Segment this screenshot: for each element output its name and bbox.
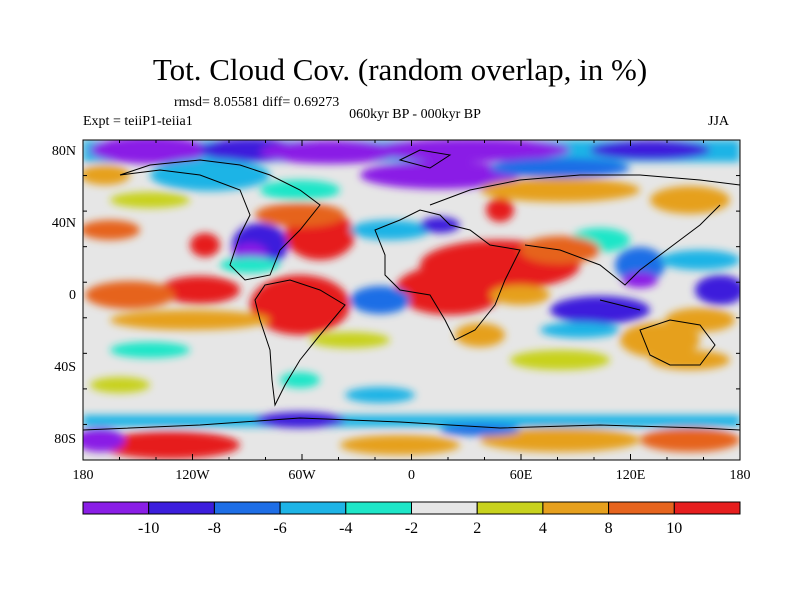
colorbar-label: 2 bbox=[473, 520, 482, 537]
x-tick-label: 60E bbox=[509, 468, 533, 483]
x-tick-label: 60W bbox=[288, 468, 316, 483]
rmsd-diff-stats: rmsd= 8.05581 diff= 0.69273 bbox=[174, 95, 340, 110]
colorbar-label: -6 bbox=[273, 520, 287, 537]
colorbar-swatch bbox=[542, 501, 610, 515]
colorbar-swatch bbox=[148, 501, 215, 515]
colorbar bbox=[82, 501, 741, 515]
colorbar-swatch bbox=[279, 501, 347, 515]
y-tick-label: 40N bbox=[51, 216, 76, 231]
y-tick-label: 80S bbox=[54, 432, 76, 447]
y-tick-label: 0 bbox=[69, 288, 76, 303]
colorbar-swatch bbox=[411, 501, 478, 515]
period-label: 060kyr BP - 000kyr BP bbox=[349, 107, 481, 122]
colorbar-label: -8 bbox=[207, 520, 222, 537]
colorbar-label: 4 bbox=[538, 520, 547, 537]
experiment-label: Expt = teiiP1-teiia1 bbox=[83, 114, 193, 129]
colorbar-swatch bbox=[213, 501, 281, 515]
colorbar-swatch bbox=[476, 501, 544, 515]
season-label: JJA bbox=[708, 114, 730, 129]
colorbar-label: 8 bbox=[604, 520, 613, 537]
anomaly-field bbox=[83, 140, 740, 460]
colorbar-swatch bbox=[673, 501, 741, 515]
axis-ticks bbox=[82, 139, 741, 461]
x-tick-label: 120W bbox=[175, 468, 210, 483]
colorbar-label: 10 bbox=[666, 520, 683, 537]
x-tick-label: 180 bbox=[72, 468, 94, 483]
colorbar-label: -10 bbox=[138, 520, 160, 537]
colorbar-swatch bbox=[345, 501, 412, 515]
colorbar-label: -4 bbox=[339, 520, 353, 537]
x-tick-label: 0 bbox=[408, 468, 415, 483]
coastlines bbox=[83, 149, 740, 431]
colorbar-label: -2 bbox=[404, 520, 419, 537]
colorbar-swatch bbox=[608, 501, 675, 515]
map-title: Tot. Cloud Cov. (random overlap, in %) bbox=[152, 52, 648, 87]
y-tick-label: 40S bbox=[54, 360, 76, 375]
y-tick-label: 80N bbox=[51, 144, 76, 159]
colorbar-swatch bbox=[82, 501, 150, 515]
x-tick-label: 120E bbox=[615, 468, 646, 483]
x-tick-label: 180 bbox=[729, 468, 751, 483]
